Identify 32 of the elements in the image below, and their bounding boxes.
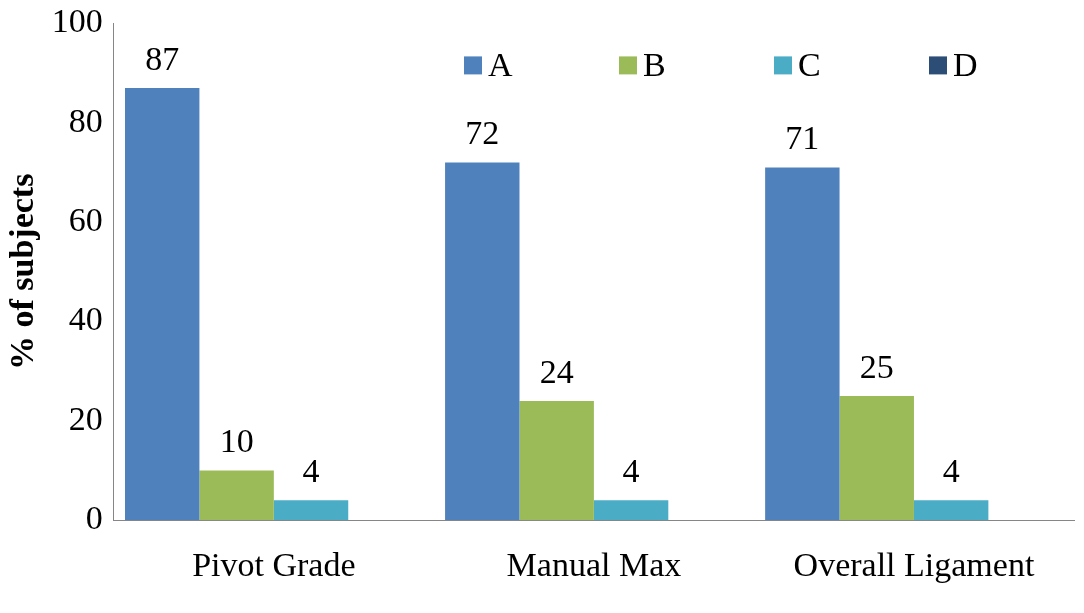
bar [519,400,594,521]
legend-label: C [798,46,821,84]
data-label: 4 [302,452,320,490]
y-tick-label: 100 [51,2,103,40]
bar [199,470,274,521]
legend-label: B [643,46,666,84]
bar [913,500,989,521]
data-label: 87 [145,39,180,77]
data-label: 4 [942,452,960,490]
legend-label: D [953,46,978,84]
y-tick-label: 60 [68,201,103,239]
x-tick-label: Pivot Grade [192,545,356,583]
data-label: 72 [465,114,500,152]
bar [273,500,349,521]
data-label: 4 [622,452,640,490]
bar [125,87,200,521]
data-label: 25 [859,347,894,385]
bar [593,500,669,521]
y-tick-label: 80 [68,101,103,139]
bar [765,167,840,521]
y-tick-label: 0 [85,499,103,537]
y-tick-label: 40 [68,300,103,338]
x-tick-label: Manual Max [506,545,682,583]
data-label: 10 [219,422,254,460]
bar [839,396,914,521]
x-tick-label: Overall Ligament [793,545,1035,583]
y-tick-label: 20 [68,399,103,437]
y-axis-title: % of subjects [3,173,41,371]
legend-label: A [488,46,513,84]
bar [445,162,520,521]
data-label: 24 [539,352,574,390]
data-label: 71 [785,119,820,157]
